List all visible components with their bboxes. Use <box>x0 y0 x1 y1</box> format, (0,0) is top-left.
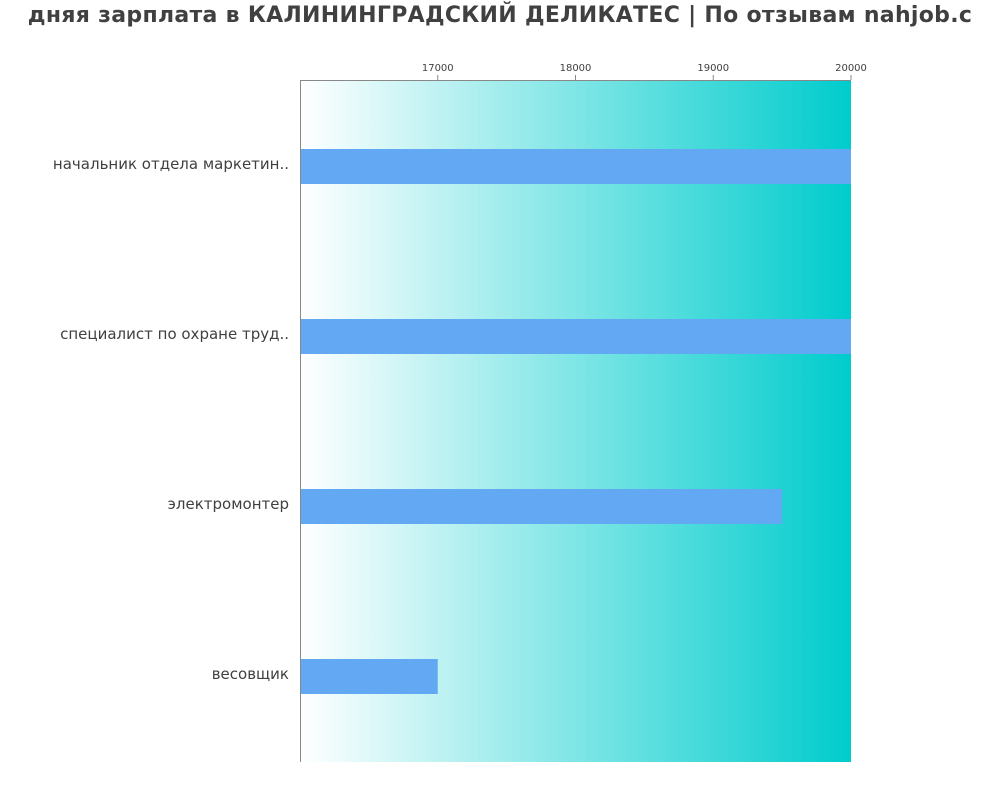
plot-background <box>300 80 851 762</box>
bar-0 <box>300 149 851 184</box>
bar-1 <box>300 319 851 354</box>
labels-layer: начальник отдела маркетин.. специалист по… <box>53 155 289 683</box>
x-tick-label-0: 17000 <box>422 63 454 74</box>
category-label-1: специалист по охране труд.. <box>60 325 289 343</box>
bar-3 <box>300 659 438 694</box>
x-tick-label-2: 19000 <box>697 63 729 74</box>
bars-layer <box>300 149 851 694</box>
chart-title: дняя зарплата в КАЛИНИНГРАДСКИЙ ДЕЛИКАТЕ… <box>27 3 973 28</box>
category-label-3: весовщик <box>212 665 289 683</box>
category-label-0: начальник отдела маркетин.. <box>53 155 289 173</box>
bar-2 <box>300 489 783 524</box>
category-label-2: электромонтер <box>168 495 289 513</box>
x-tick-label-1: 18000 <box>560 63 592 74</box>
axis-layer: 17000 18000 19000 20000 <box>300 63 867 762</box>
x-tick-label-3: 20000 <box>835 63 867 74</box>
